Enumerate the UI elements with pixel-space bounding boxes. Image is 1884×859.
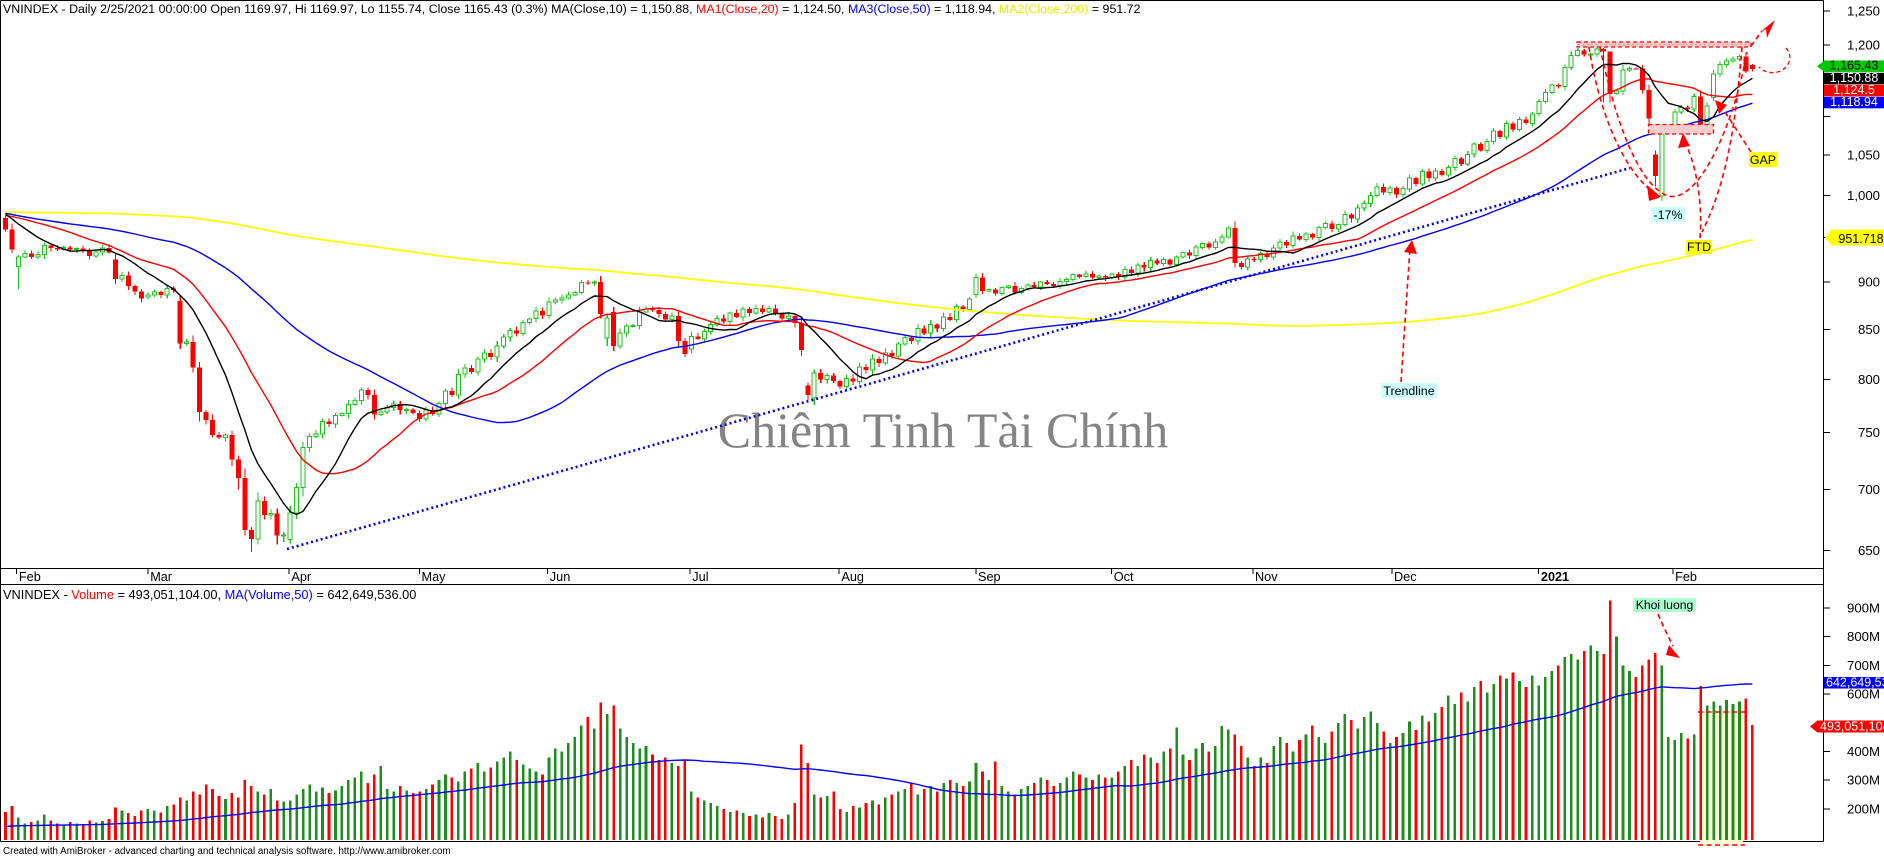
svg-text:Aug: Aug xyxy=(841,570,864,584)
svg-text:Jun: Jun xyxy=(550,570,570,584)
svg-text:951.718: 951.718 xyxy=(1838,232,1883,246)
svg-text:400M: 400M xyxy=(1847,744,1880,759)
svg-text:700: 700 xyxy=(1858,482,1880,497)
svg-text:FTD: FTD xyxy=(1687,240,1711,254)
svg-text:Jul: Jul xyxy=(692,570,708,584)
svg-text:1,118.94: 1,118.94 xyxy=(1830,95,1878,109)
svg-text:750: 750 xyxy=(1858,425,1880,440)
svg-text:650: 650 xyxy=(1858,543,1880,558)
svg-text:1,124.5: 1,124.5 xyxy=(1833,83,1875,97)
svg-text:850: 850 xyxy=(1858,322,1880,337)
svg-text:Apr: Apr xyxy=(291,570,312,584)
svg-text:Khoi luong: Khoi luong xyxy=(1636,598,1694,612)
svg-text:900: 900 xyxy=(1858,275,1880,290)
svg-text:Chiêm Tinh Tài Chính: Chiêm Tinh Tài Chính xyxy=(718,402,1169,458)
svg-text:Dec: Dec xyxy=(1394,570,1417,584)
svg-text:642,649,536: 642,649,536 xyxy=(1826,676,1884,690)
svg-text:VNINDEX - Volume = 493,051,104: VNINDEX - Volume = 493,051,104.00, MA(Vo… xyxy=(3,587,416,602)
svg-text:600M: 600M xyxy=(1847,687,1880,702)
svg-text:800: 800 xyxy=(1858,372,1880,387)
svg-text:1,200: 1,200 xyxy=(1847,37,1880,52)
svg-text:493,051,104: 493,051,104 xyxy=(1820,720,1884,734)
svg-text:300M: 300M xyxy=(1847,773,1880,788)
svg-text:May: May xyxy=(422,570,447,584)
svg-text:VNINDEX - Daily 2/25/2021 00:0: VNINDEX - Daily 2/25/2021 00:00:00 Open … xyxy=(3,2,1141,16)
svg-text:1,150.88: 1,150.88 xyxy=(1830,71,1879,85)
svg-text:Feb: Feb xyxy=(1675,570,1697,584)
svg-text:Created with AmiBroker - advan: Created with AmiBroker - advanced charti… xyxy=(3,846,451,857)
svg-text:1,165.43: 1,165.43 xyxy=(1830,59,1879,73)
svg-text:200M: 200M xyxy=(1847,801,1880,816)
svg-text:2021: 2021 xyxy=(1541,570,1569,584)
svg-text:900M: 900M xyxy=(1847,601,1880,616)
svg-text:-17%: -17% xyxy=(1654,208,1683,222)
svg-text:Feb: Feb xyxy=(19,570,41,584)
svg-text:Sep: Sep xyxy=(978,570,1001,584)
svg-text:Oct: Oct xyxy=(1114,570,1134,584)
svg-text:Mar: Mar xyxy=(150,570,173,584)
svg-text:GAP: GAP xyxy=(1750,153,1776,167)
svg-text:800M: 800M xyxy=(1847,629,1880,644)
svg-text:1,250: 1,250 xyxy=(1847,4,1880,19)
svg-text:700M: 700M xyxy=(1847,658,1880,673)
svg-text:1,050: 1,050 xyxy=(1847,148,1880,163)
svg-text:Trendline: Trendline xyxy=(1383,384,1434,398)
svg-text:Nov: Nov xyxy=(1255,570,1278,584)
svg-text:1,000: 1,000 xyxy=(1847,188,1880,203)
